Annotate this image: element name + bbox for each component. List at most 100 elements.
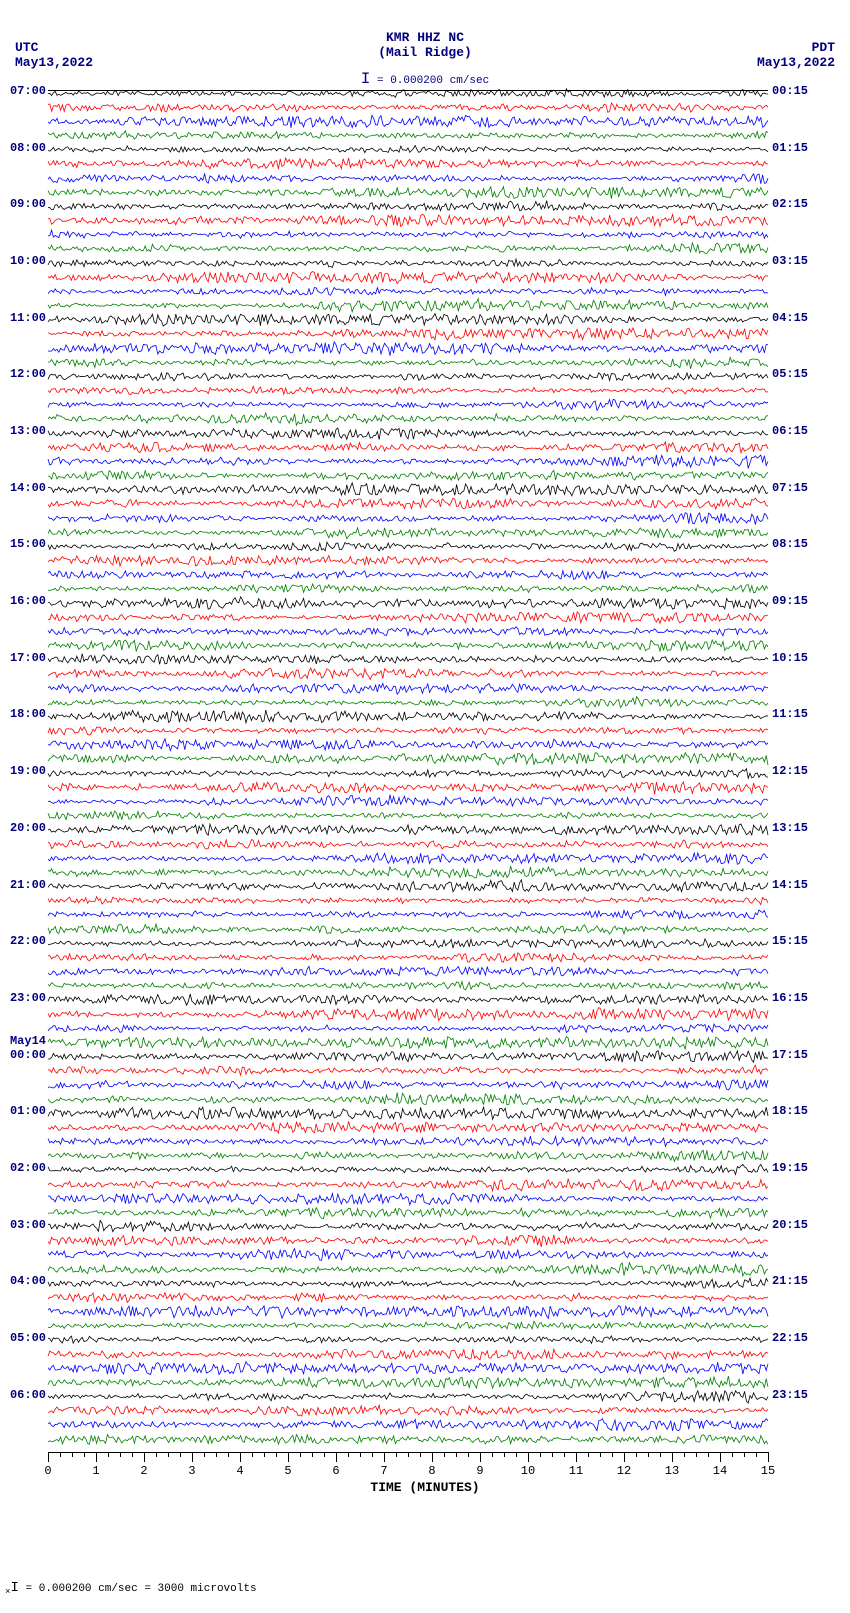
x-tick-minor xyxy=(216,1452,217,1457)
x-tick-label: 3 xyxy=(188,1464,195,1478)
x-tick-major xyxy=(336,1452,337,1462)
x-tick-minor xyxy=(612,1452,613,1457)
x-tick-label: 6 xyxy=(332,1464,339,1478)
pdt-time-label: 08:15 xyxy=(772,537,808,551)
utc-time-label: 21:00 xyxy=(0,878,46,892)
x-tick-major xyxy=(96,1452,97,1462)
pdt-time-label: 13:15 xyxy=(772,821,808,835)
x-tick-major xyxy=(624,1452,625,1462)
x-tick-minor xyxy=(360,1452,361,1457)
pdt-time-label: 16:15 xyxy=(772,991,808,1005)
pdt-time-label: 23:15 xyxy=(772,1388,808,1402)
x-tick-major xyxy=(288,1452,289,1462)
utc-time-label: 22:00 xyxy=(0,934,46,948)
x-tick-label: 4 xyxy=(236,1464,243,1478)
utc-time-label: 05:00 xyxy=(0,1331,46,1345)
pdt-time-label: 02:15 xyxy=(772,197,808,211)
x-tick-minor xyxy=(60,1452,61,1457)
x-tick-label: 0 xyxy=(44,1464,51,1478)
seismogram-container: KMR HHZ NC (Mail Ridge) I = 0.000200 cm/… xyxy=(0,0,850,1613)
x-tick-label: 12 xyxy=(617,1464,631,1478)
x-tick-minor xyxy=(636,1452,637,1457)
utc-time-label: 08:00 xyxy=(0,141,46,155)
pdt-time-label: 15:15 xyxy=(772,934,808,948)
x-tick-minor xyxy=(516,1452,517,1457)
x-tick-minor xyxy=(648,1452,649,1457)
x-tick-major xyxy=(768,1452,769,1462)
seismic-trace xyxy=(48,1429,768,1450)
x-tick-minor xyxy=(468,1452,469,1457)
x-tick-minor xyxy=(456,1452,457,1457)
x-tick-minor xyxy=(564,1452,565,1457)
x-tick-label: 11 xyxy=(569,1464,583,1478)
x-tick-minor xyxy=(732,1452,733,1457)
x-tick-label: 14 xyxy=(713,1464,727,1478)
pdt-time-label: 00:15 xyxy=(772,84,808,98)
x-tick-major xyxy=(720,1452,721,1462)
x-tick-minor xyxy=(348,1452,349,1457)
pdt-time-label: 09:15 xyxy=(772,594,808,608)
x-tick-minor xyxy=(588,1452,589,1457)
x-axis-title: TIME (MINUTES) xyxy=(370,1480,479,1495)
x-tick-minor xyxy=(372,1452,373,1457)
x-tick-minor xyxy=(252,1452,253,1457)
pdt-time-label: 22:15 xyxy=(772,1331,808,1345)
x-tick-minor xyxy=(180,1452,181,1457)
utc-time-label: 18:00 xyxy=(0,707,46,721)
pdt-time-label: 10:15 xyxy=(772,651,808,665)
utc-time-label: 04:00 xyxy=(0,1274,46,1288)
x-tick-label: 7 xyxy=(380,1464,387,1478)
x-tick-label: 13 xyxy=(665,1464,679,1478)
x-tick-minor xyxy=(756,1452,757,1457)
x-tick-minor xyxy=(396,1452,397,1457)
x-tick-major xyxy=(240,1452,241,1462)
pdt-time-label: 05:15 xyxy=(772,367,808,381)
x-tick-minor xyxy=(600,1452,601,1457)
x-tick-minor xyxy=(660,1452,661,1457)
location-title: (Mail Ridge) xyxy=(378,45,472,60)
x-tick-minor xyxy=(408,1452,409,1457)
utc-time-label: 20:00 xyxy=(0,821,46,835)
x-tick-major xyxy=(672,1452,673,1462)
utc-time-label: 06:00 xyxy=(0,1388,46,1402)
x-tick-minor xyxy=(540,1452,541,1457)
utc-time-label: 11:00 xyxy=(0,311,46,325)
utc-time-label: 02:00 xyxy=(0,1161,46,1175)
utc-time-label: 16:00 xyxy=(0,594,46,608)
x-tick-minor xyxy=(132,1452,133,1457)
x-tick-label: 1 xyxy=(92,1464,99,1478)
x-tick-minor xyxy=(264,1452,265,1457)
x-tick-major xyxy=(384,1452,385,1462)
x-tick-minor xyxy=(228,1452,229,1457)
footer-text: = 0.000200 cm/sec = 3000 microvolts xyxy=(26,1583,257,1595)
pdt-time-label: 12:15 xyxy=(772,764,808,778)
date-right: May13,2022 xyxy=(757,55,835,70)
utc-time-label: 01:00 xyxy=(0,1104,46,1118)
x-tick-major xyxy=(144,1452,145,1462)
x-tick-minor xyxy=(492,1452,493,1457)
x-tick-label: 10 xyxy=(521,1464,535,1478)
x-tick-minor xyxy=(324,1452,325,1457)
pdt-time-label: 06:15 xyxy=(772,424,808,438)
x-tick-minor xyxy=(312,1452,313,1457)
x-tick-minor xyxy=(276,1452,277,1457)
utc-time-label: 03:00 xyxy=(0,1218,46,1232)
utc-time-label: 15:00 xyxy=(0,537,46,551)
utc-time-label: 14:00 xyxy=(0,481,46,495)
x-tick-label: 2 xyxy=(140,1464,147,1478)
x-tick-minor xyxy=(168,1452,169,1457)
x-tick-minor xyxy=(156,1452,157,1457)
pdt-time-label: 04:15 xyxy=(772,311,808,325)
x-tick-minor xyxy=(84,1452,85,1457)
footer-scale: ×I = 0.000200 cm/sec = 3000 microvolts xyxy=(5,1580,257,1597)
utc-time-label: 19:00 xyxy=(0,764,46,778)
pdt-time-label: 14:15 xyxy=(772,878,808,892)
utc-time-label: 17:00 xyxy=(0,651,46,665)
x-tick-minor xyxy=(708,1452,709,1457)
x-tick-major xyxy=(576,1452,577,1462)
x-tick-minor xyxy=(120,1452,121,1457)
x-tick-label: 8 xyxy=(428,1464,435,1478)
x-tick-minor xyxy=(684,1452,685,1457)
utc-time-label: 07:00 xyxy=(0,84,46,98)
x-tick-minor xyxy=(72,1452,73,1457)
